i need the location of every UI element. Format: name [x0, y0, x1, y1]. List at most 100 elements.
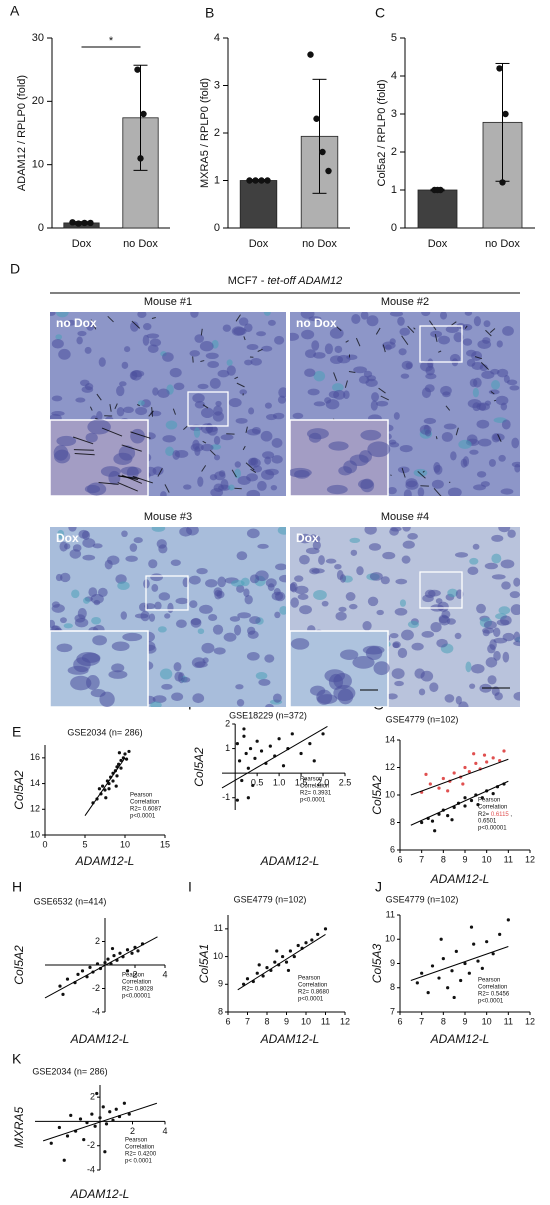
- data-point: [235, 798, 239, 802]
- data-point: [49, 1141, 53, 1145]
- stain: [236, 382, 245, 388]
- nucleus: [74, 617, 89, 628]
- nucleus: [264, 654, 275, 663]
- x-tick-label: 7: [419, 854, 424, 864]
- data-point: [88, 965, 92, 969]
- nucleus: [488, 458, 496, 467]
- x-tick-label: 11: [504, 854, 513, 864]
- nucleus: [311, 340, 320, 351]
- y-tick-label: 9: [218, 979, 223, 989]
- data-point: [58, 984, 62, 988]
- data-point: [290, 732, 294, 736]
- data-point: [434, 186, 441, 194]
- nucleus: [169, 367, 182, 378]
- nucleus: [119, 381, 127, 387]
- data-point: [446, 814, 450, 818]
- stain: [422, 470, 425, 473]
- stain: [89, 406, 93, 411]
- nucleus: [351, 314, 361, 325]
- nucleus: [458, 439, 472, 450]
- x-tick-label: 9: [284, 1016, 289, 1026]
- nucleus: [71, 589, 80, 599]
- data-point: [80, 969, 85, 973]
- annotation: R2= 0.3931: [300, 791, 332, 797]
- nucleus: [51, 604, 65, 613]
- nucleus: [78, 529, 90, 539]
- chart-title: GSE4779 (n=102): [234, 894, 307, 904]
- x-tick-label: no Dox: [485, 238, 520, 250]
- annotation: R2= 0.5456: [478, 992, 510, 998]
- nucleus: [194, 334, 205, 343]
- nucleus: [130, 321, 139, 332]
- condition-tag: Dox: [296, 531, 319, 545]
- nucleus: [399, 444, 413, 453]
- data-point: [97, 787, 101, 791]
- nucleus: [466, 349, 477, 357]
- nucleus: [485, 657, 498, 668]
- image-title: Mouse #2: [381, 296, 429, 308]
- nucleus: [239, 389, 248, 395]
- nucleus: [190, 617, 202, 628]
- inset-nucleus: [326, 484, 348, 495]
- nucleus: [274, 611, 281, 619]
- stain: [200, 360, 205, 363]
- nucleus: [274, 335, 285, 345]
- annotation-part: ,: [509, 812, 513, 818]
- nucleus: [237, 612, 251, 619]
- data-point: [428, 782, 432, 786]
- nucleus: [123, 406, 134, 414]
- nucleus: [273, 693, 282, 703]
- y-tick-label: 5: [391, 32, 397, 44]
- stain: [445, 405, 451, 411]
- nucleus: [413, 468, 428, 477]
- data-point: [281, 954, 285, 959]
- inset-nucleus: [56, 643, 73, 653]
- stain: [151, 316, 156, 319]
- nucleus: [267, 583, 275, 591]
- nucleus: [188, 575, 201, 585]
- x-tick-label: 1.0: [273, 778, 286, 788]
- stain: [378, 387, 386, 394]
- nucleus: [147, 344, 159, 353]
- y-tick-label: 10: [213, 951, 223, 961]
- nucleus: [465, 661, 472, 673]
- condition-tag: no Dox: [296, 316, 337, 330]
- nucleus: [98, 357, 106, 367]
- nucleus: [235, 684, 244, 690]
- stain: [333, 372, 338, 382]
- nucleus: [233, 327, 247, 336]
- nucleus: [246, 489, 261, 496]
- data-point: [240, 778, 244, 783]
- nucleus: [121, 361, 129, 369]
- nucleus: [382, 551, 396, 560]
- data-point: [325, 167, 332, 175]
- stain: [201, 465, 207, 472]
- data-point: [114, 784, 118, 788]
- nucleus: [500, 488, 514, 495]
- stain: [90, 319, 97, 330]
- nucleus: [313, 535, 321, 543]
- data-point: [127, 1112, 131, 1116]
- nucleus: [483, 320, 491, 328]
- nucleus: [417, 487, 425, 496]
- annotation: R2= 0.6087: [130, 807, 162, 813]
- nucleus: [346, 354, 358, 361]
- stain: [417, 470, 426, 479]
- data-point: [299, 751, 303, 756]
- y-tick-label: 30: [32, 32, 44, 44]
- nucleus: [192, 393, 205, 403]
- nucleus: [509, 385, 520, 391]
- data-point: [101, 1105, 105, 1109]
- nucleus: [403, 489, 412, 496]
- data-point: [430, 819, 435, 823]
- nucleus: [447, 588, 458, 598]
- nucleus: [154, 601, 162, 610]
- nucleus: [368, 543, 382, 551]
- nucleus: [443, 423, 457, 430]
- nucleus: [445, 325, 459, 334]
- panel-label: K: [12, 1051, 22, 1067]
- x-axis-label: ADAM12-L: [430, 872, 490, 886]
- nucleus: [483, 620, 497, 630]
- nucleus: [238, 317, 249, 326]
- y-axis-label: Col5A3: [370, 943, 384, 983]
